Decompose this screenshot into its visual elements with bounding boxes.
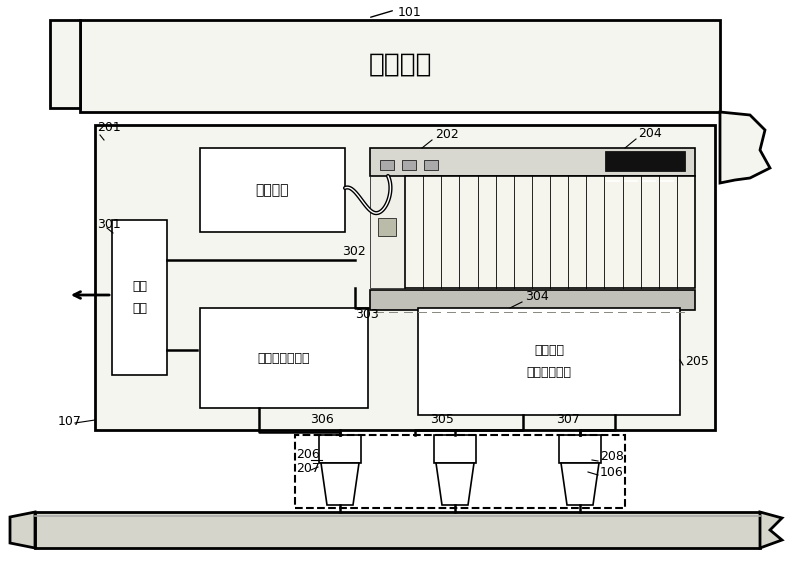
Bar <box>112 220 167 375</box>
Text: 306: 306 <box>310 413 334 426</box>
Bar <box>50 20 80 108</box>
Polygon shape <box>321 463 359 505</box>
Bar <box>380 160 394 170</box>
Bar <box>200 308 368 408</box>
Bar <box>434 435 476 463</box>
Polygon shape <box>720 112 770 183</box>
Text: 数字线阵
图像采集接口: 数字线阵 图像采集接口 <box>526 345 571 379</box>
Text: 307: 307 <box>556 413 580 426</box>
Bar <box>424 160 438 170</box>
Bar <box>605 151 685 171</box>
Bar <box>95 125 715 430</box>
Text: 204: 204 <box>638 127 662 140</box>
Bar <box>559 435 601 463</box>
Text: 101: 101 <box>398 6 422 19</box>
Bar <box>370 148 695 176</box>
Bar <box>200 148 345 232</box>
Bar <box>402 160 416 170</box>
Text: 205: 205 <box>685 355 709 368</box>
Text: 202: 202 <box>435 128 458 141</box>
Text: 305: 305 <box>430 413 454 426</box>
Polygon shape <box>760 512 782 548</box>
Text: 304: 304 <box>525 290 549 303</box>
Text: 通信
接口: 通信 接口 <box>132 280 147 315</box>
Polygon shape <box>561 463 599 505</box>
Bar <box>80 20 720 112</box>
Bar <box>35 512 760 548</box>
Bar <box>295 435 625 508</box>
Bar <box>370 176 405 288</box>
Polygon shape <box>10 512 35 548</box>
Text: 208: 208 <box>600 450 624 463</box>
Text: 系统电源: 系统电源 <box>256 183 290 197</box>
Text: 107: 107 <box>58 415 82 428</box>
Text: 206: 206 <box>296 448 320 461</box>
Bar <box>418 308 680 415</box>
Text: 106: 106 <box>600 466 624 479</box>
Text: 光源激励控制器: 光源激励控制器 <box>258 351 310 364</box>
Text: 302: 302 <box>342 245 366 258</box>
Text: 303: 303 <box>355 308 378 321</box>
Bar <box>378 218 396 236</box>
Polygon shape <box>436 463 474 505</box>
Bar <box>319 435 361 463</box>
Text: 201: 201 <box>97 121 121 134</box>
Text: 301: 301 <box>97 218 121 231</box>
Text: 列车车厢: 列车车厢 <box>368 52 432 78</box>
Text: 207: 207 <box>296 462 320 475</box>
Bar <box>405 176 695 288</box>
Bar <box>370 290 695 310</box>
